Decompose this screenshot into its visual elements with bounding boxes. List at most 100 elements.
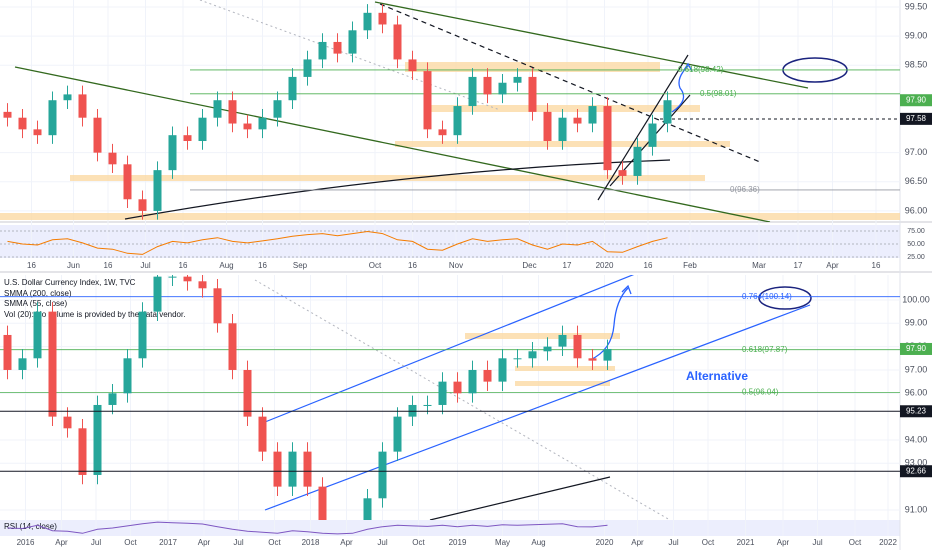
candle-body	[558, 117, 567, 142]
candle-body	[123, 358, 132, 394]
candle-body	[273, 451, 282, 487]
candle-body	[663, 100, 672, 124]
candle-body	[273, 100, 282, 118]
candle-body	[258, 416, 267, 452]
candle-body	[543, 111, 552, 142]
candle-body	[603, 348, 612, 361]
x-tick-label: Oct	[124, 538, 137, 547]
price-label-box	[900, 465, 932, 478]
x-tick-label: Aug	[531, 538, 545, 547]
candle-body	[153, 170, 162, 211]
candle-body	[138, 199, 147, 211]
x-tick-label: Feb	[683, 261, 697, 270]
candle-body	[423, 71, 432, 130]
candle-body	[288, 451, 297, 487]
candle-body	[33, 129, 42, 136]
plot	[3, 4, 900, 220]
x-tick-label: Oct	[702, 538, 715, 547]
price-label: 95.23	[906, 406, 927, 415]
price-label-box	[900, 342, 932, 355]
x-tick-label: 16	[104, 261, 113, 270]
candle-body	[48, 311, 57, 417]
dashed-line	[379, 3, 761, 163]
drawings-bottom	[254, 275, 812, 520]
candle-body	[198, 117, 207, 142]
trend-line	[14, 66, 771, 222]
price-label: 97.90	[906, 344, 927, 353]
fib-label: 0.764(100.14)	[742, 292, 792, 301]
x-tick-label: Jul	[668, 538, 678, 547]
x-tick-label: Oct	[849, 538, 862, 547]
candle-body	[213, 288, 222, 324]
x-tick-label: Apr	[777, 538, 790, 547]
fib-label: 0.5(98.01)	[700, 89, 737, 98]
x-tick-label: Apr	[340, 538, 353, 547]
candle-body	[453, 381, 462, 394]
rsi-line	[7, 230, 668, 255]
candle-body	[153, 276, 162, 312]
trend-line	[374, 1, 809, 89]
candle-body	[618, 170, 627, 176]
x-tick-label: Sep	[293, 261, 308, 270]
x-tick-label: Oct	[369, 261, 382, 270]
candle-body	[123, 164, 132, 200]
arrow-head	[621, 284, 632, 295]
candle-body	[78, 94, 87, 118]
x-tick-label: 16	[644, 261, 653, 270]
candle-body	[528, 351, 537, 359]
candle-body	[483, 369, 492, 382]
candle-body	[483, 76, 492, 95]
x-tick-label: 17	[794, 261, 803, 270]
candle-body	[183, 276, 192, 282]
zone	[515, 366, 615, 371]
long-line	[429, 476, 611, 520]
candle-body	[453, 106, 462, 136]
indicator-label: SMMA (200, close)	[4, 289, 72, 298]
x-tick-label: Oct	[268, 538, 281, 547]
y-tick-label: 99.00	[905, 31, 928, 41]
x-tick-label: 2016	[17, 538, 35, 547]
candle-body	[468, 369, 477, 394]
x-tick-label: Aug	[219, 261, 233, 270]
rsi-pane	[0, 520, 900, 536]
x-tick-label: 2022	[879, 538, 897, 547]
zone	[0, 213, 900, 220]
x-tick-label: 16	[258, 261, 267, 270]
y-tick-label: 99.50	[905, 1, 928, 11]
x-tick-label: Jun	[67, 261, 80, 270]
projection-arrow	[589, 287, 629, 361]
chart-title: U.S. Dollar Currency Index, 1W, TVC	[4, 278, 136, 287]
candle-body	[573, 117, 582, 124]
y-tick-label: 97.00	[905, 364, 928, 374]
candle-body	[333, 41, 342, 54]
channel-line	[264, 275, 635, 423]
candle-body	[603, 106, 612, 171]
fib-label: 0.618(97.87)	[742, 345, 788, 354]
candle-body	[303, 59, 312, 77]
y-tick-label: 94.00	[905, 434, 928, 444]
y-tick-label: 96.00	[905, 205, 928, 215]
candle-body	[318, 41, 327, 60]
indicator-label: SMMA (55, close)	[4, 299, 67, 308]
candle-body	[18, 358, 27, 370]
rsi-tick-label: 50.00	[907, 241, 925, 248]
candle-body	[48, 100, 57, 136]
candle-body	[513, 76, 522, 83]
x-tick-label: Jul	[812, 538, 822, 547]
rsi-line	[7, 521, 608, 535]
candle-body	[498, 358, 507, 382]
candle-body	[243, 123, 252, 130]
candle-body	[438, 129, 447, 136]
candle-body	[498, 82, 507, 95]
fib-label: 0(96.36)	[730, 185, 760, 194]
plot	[0, 275, 900, 520]
candle-body	[108, 152, 117, 165]
price-label-box	[900, 94, 932, 107]
candle-body	[228, 323, 237, 370]
y-tick-label: 99.00	[905, 318, 928, 328]
x-tick-label: Jul	[91, 538, 101, 547]
price-label: 92.66	[906, 466, 927, 475]
x-tick-label: Apr	[198, 538, 211, 547]
x-tick-label: 16	[27, 261, 36, 270]
